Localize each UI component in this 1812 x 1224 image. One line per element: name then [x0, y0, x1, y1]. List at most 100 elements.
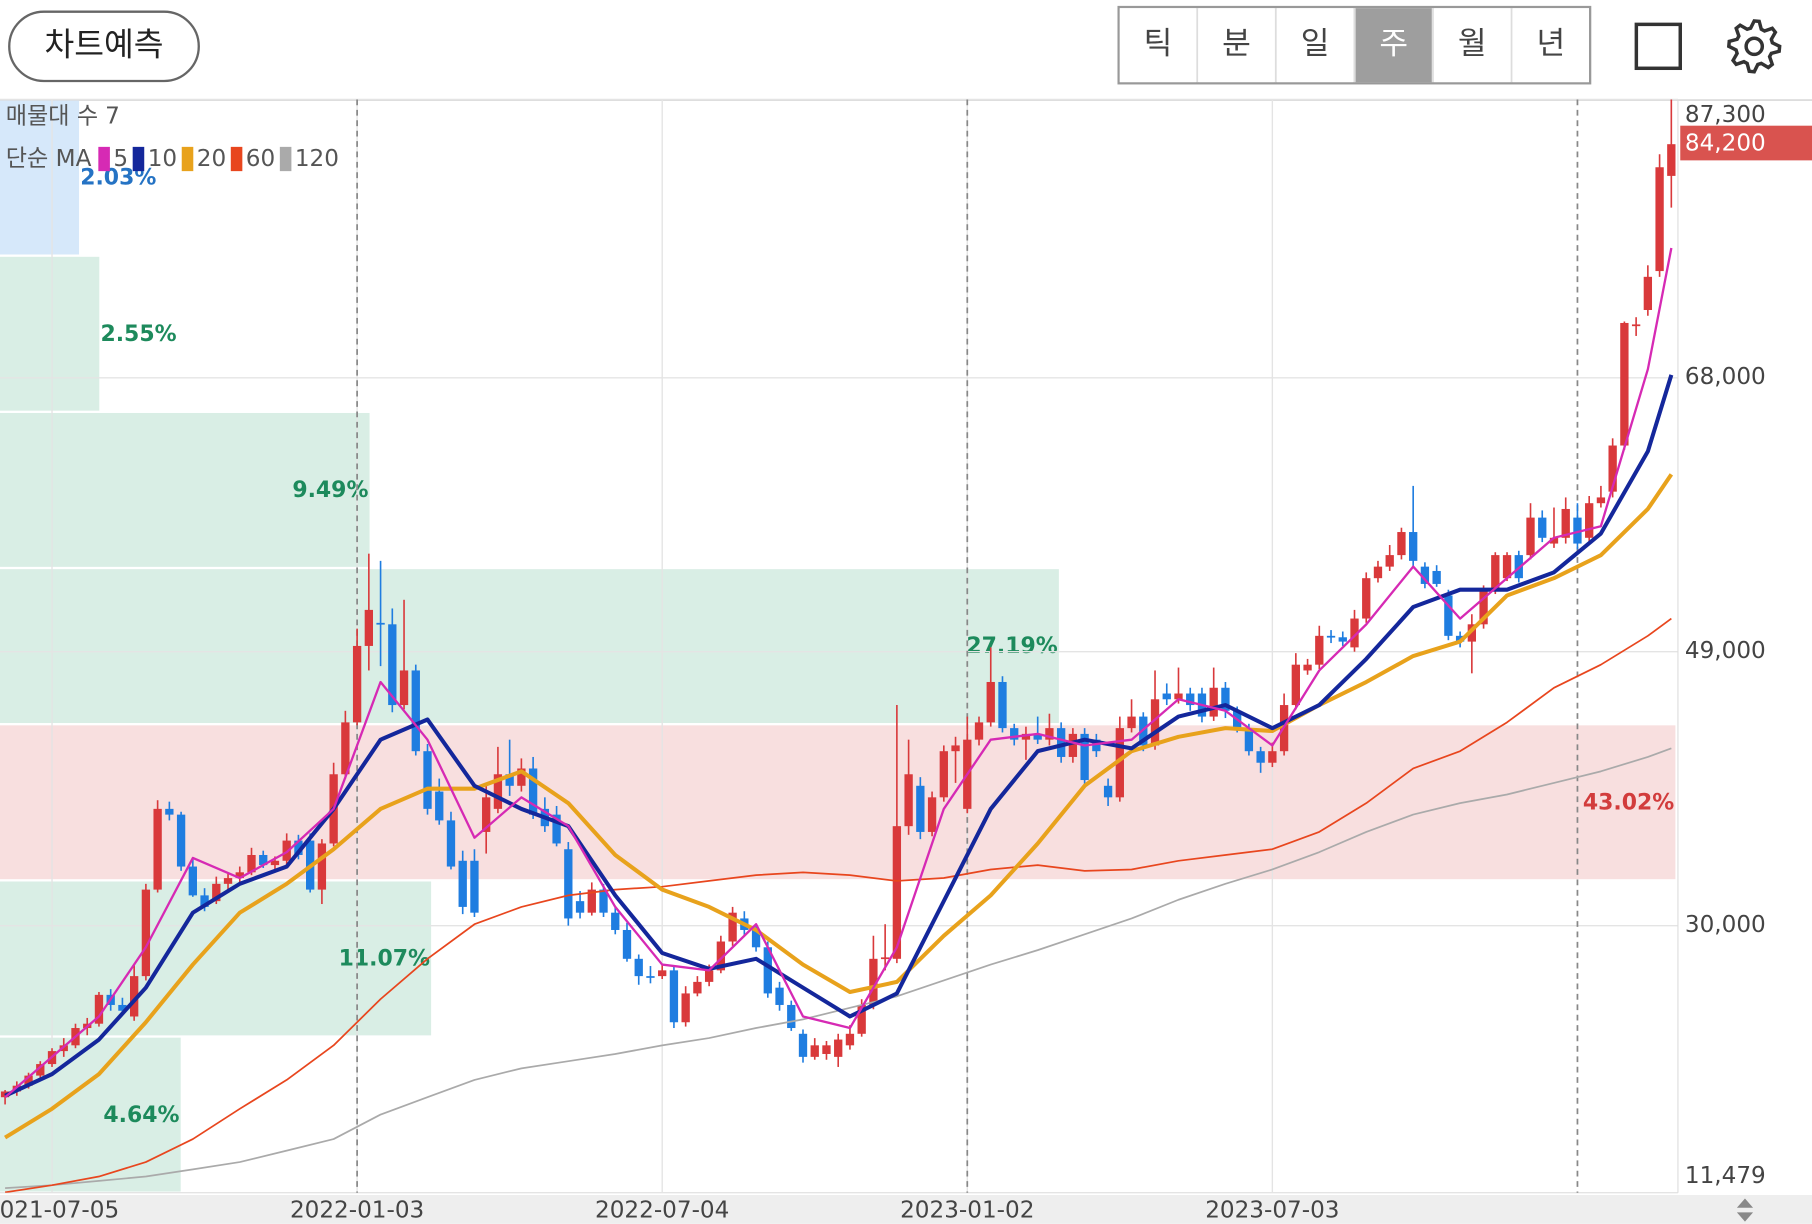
- candle-body: [986, 681, 995, 723]
- candle-body: [1620, 322, 1629, 446]
- candle-body: [212, 883, 221, 902]
- candle-body: [974, 722, 984, 740]
- candle-body: [1667, 144, 1676, 176]
- ma-legend-name: 60: [246, 146, 275, 172]
- tab[interactable]: [1276, 8, 1354, 83]
- candle-body: [822, 1045, 831, 1054]
- x-tick-label: 2023-01-02: [900, 1198, 1034, 1224]
- profile-bar: [0, 412, 370, 567]
- tab[interactable]: [1434, 8, 1511, 83]
- candle-body: [1162, 693, 1171, 700]
- candle-body: [552, 814, 561, 844]
- ma-legend-swatch: [230, 146, 243, 172]
- candle-body: [1338, 637, 1347, 642]
- candle-body: [1115, 728, 1124, 798]
- y-tick-label: 30,000: [1685, 912, 1766, 938]
- tab-label[interactable]: 틱: [1144, 26, 1173, 62]
- candle-body: [36, 1064, 45, 1076]
- candle-body: [1491, 555, 1500, 590]
- tab-label[interactable]: 일: [1301, 26, 1330, 62]
- moving-average-line: [4, 247, 1673, 1099]
- candle-body: [364, 609, 374, 646]
- candle-body: [728, 912, 737, 942]
- candle-body: [153, 808, 162, 890]
- candle-body: [24, 1075, 33, 1086]
- x-axis-bar: [0, 1195, 1812, 1224]
- predict-button[interactable]: [8, 10, 200, 83]
- candle-body: [704, 970, 714, 982]
- candle-body: [1056, 728, 1066, 757]
- candle-body: [435, 791, 444, 821]
- candle-body: [294, 840, 303, 856]
- moving-average-line: [4, 473, 1674, 1140]
- tab[interactable]: [1512, 8, 1589, 83]
- x-tick-label: 2023-07-03: [1205, 1198, 1339, 1224]
- candle-body: [1409, 532, 1418, 561]
- candle-body: [564, 849, 573, 919]
- candle-body: [1526, 517, 1535, 556]
- candle-body: [681, 993, 690, 1023]
- candle-body: [1068, 733, 1078, 757]
- candle-body: [1420, 566, 1430, 584]
- candle-body: [1174, 693, 1183, 700]
- y-tick-label: 49,000: [1685, 638, 1766, 664]
- candle-body: [575, 901, 585, 913]
- candle-body: [1397, 532, 1406, 556]
- candle-body: [399, 670, 409, 706]
- candle-body: [470, 860, 479, 913]
- candle-body: [446, 820, 456, 867]
- ma-legend-swatch: [181, 146, 194, 172]
- candle-body: [599, 889, 608, 913]
- candle-body: [376, 622, 385, 625]
- tab[interactable]: [1198, 8, 1275, 83]
- scroll-arrows[interactable]: [1736, 1198, 1754, 1222]
- candle-body: [1655, 167, 1664, 272]
- ma-legend-name: 5: [113, 146, 128, 172]
- candle-body: [1467, 624, 1477, 642]
- candle-body: [845, 1033, 855, 1046]
- candle-body: [200, 895, 209, 907]
- tab[interactable]: [1119, 8, 1197, 83]
- profile-label: 4.64%: [103, 1103, 179, 1128]
- profile-label: 11.07%: [339, 947, 430, 972]
- predict-button-label[interactable]: 차트예측: [44, 25, 163, 63]
- candle-body: [411, 670, 420, 752]
- candle-body: [669, 970, 679, 1023]
- candle-body: [1373, 566, 1383, 579]
- candle-body: [904, 774, 913, 827]
- candle-body: [939, 751, 948, 798]
- fullscreen-icon[interactable]: [1634, 22, 1682, 71]
- profile-bar: [0, 725, 1676, 880]
- moving-average-line: [4, 617, 1672, 1193]
- candle-body: [141, 889, 151, 977]
- candle-body: [118, 1004, 127, 1011]
- candle-body: [693, 981, 702, 994]
- candle-body: [1127, 716, 1136, 729]
- candle-body: [880, 957, 890, 960]
- candle-body: [1362, 578, 1371, 619]
- candle-body: [1186, 693, 1195, 706]
- candle-body: [1315, 635, 1324, 665]
- candle-body: [1303, 664, 1312, 671]
- ma-legend-name: 120: [295, 146, 339, 172]
- candle-body: [235, 872, 244, 879]
- tab-label[interactable]: 분: [1222, 26, 1251, 62]
- ma-legend-name: 10: [148, 146, 177, 172]
- tab-label[interactable]: 월: [1458, 26, 1487, 62]
- candle-body: [1021, 733, 1031, 740]
- tab-label[interactable]: 주: [1379, 26, 1408, 62]
- tab-label[interactable]: 년: [1536, 26, 1565, 62]
- candle-body: [1350, 618, 1359, 648]
- settings-icon[interactable]: [1726, 19, 1782, 74]
- candle-body: [1608, 445, 1617, 492]
- candle-body: [998, 681, 1007, 729]
- profile-label: 9.49%: [292, 478, 368, 503]
- profile-bar: [0, 881, 432, 1036]
- y-tick-label: 87,300: [1685, 102, 1766, 128]
- ma-legend-swatch: [132, 146, 145, 172]
- candle-body: [1455, 635, 1465, 642]
- candle-body: [1291, 664, 1300, 706]
- y-tick-label: 68,000: [1685, 364, 1766, 390]
- profile-legend-label: 매물대 수: [6, 103, 98, 129]
- tab[interactable]: [1355, 8, 1432, 83]
